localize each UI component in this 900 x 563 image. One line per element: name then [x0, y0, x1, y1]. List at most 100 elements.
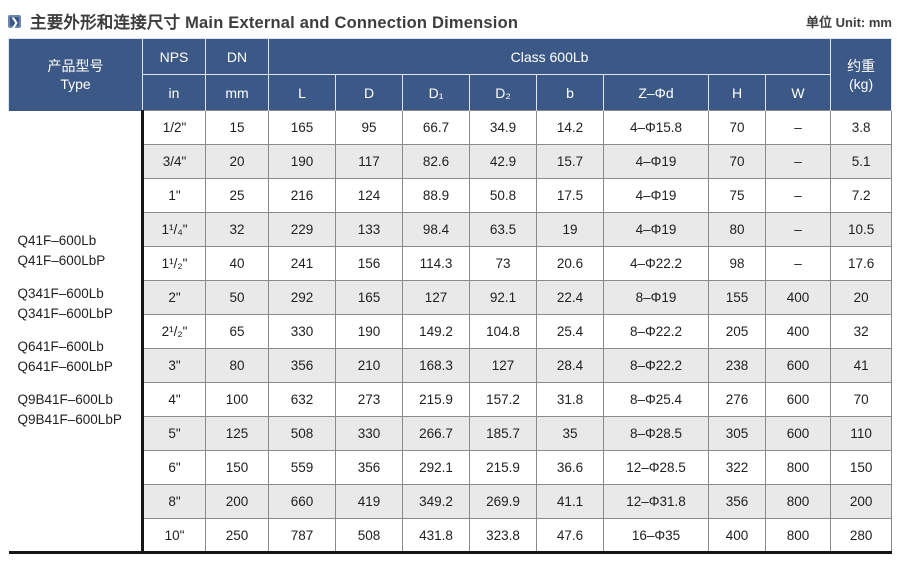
cell-D1: 215.9 — [402, 382, 470, 417]
product-type-name: Q41F–600LbP — [17, 253, 106, 269]
cell-D1: 88.9 — [402, 178, 470, 213]
col-header-type: 产品型号 Type — [8, 38, 143, 111]
cell-kg: 150 — [830, 450, 893, 485]
table-row: 1¹/₄" 32 229 133 98.4 63.5 19 4–Φ19 80–10.5 — [9, 212, 893, 247]
table-row: 3" 80 356 210 168.3 127 28.4 8–Φ22.2 238 600 41 — [9, 348, 893, 383]
col-header-dim-L: L — [268, 74, 336, 111]
cell-D1: 127 — [402, 280, 470, 315]
table-row: 2¹/₂" 65 330 190 149.2 104.8 25.4 8–Φ22.2 205 400… — [9, 314, 893, 349]
cell-b: 14.2 — [536, 110, 604, 145]
cell-nps: 1¹/₂" — [142, 246, 206, 281]
cell-zd: 12–Φ28.5 — [603, 450, 709, 485]
cell-D: 356 — [335, 450, 403, 485]
cell-L: 660 — [268, 484, 336, 519]
cell-D1: 292.1 — [402, 450, 470, 485]
cell-W: – — [764, 178, 832, 213]
cell-D: 165 — [335, 280, 403, 315]
cell-D1: 266.7 — [402, 416, 470, 451]
product-type-name: Q341F–600Lb — [17, 286, 104, 302]
cell-D: 419 — [335, 484, 403, 519]
cell-dn: 125 — [205, 416, 269, 451]
cell-L: 787 — [268, 518, 336, 553]
cell-W: 400 — [764, 314, 832, 349]
cell-W: – — [764, 144, 832, 179]
cell-H: 400 — [708, 518, 766, 553]
cell-dn: 65 — [205, 314, 269, 349]
cell-kg: 70 — [830, 382, 893, 417]
cell-kg: 3.8 — [830, 110, 893, 145]
cell-dn: 250 — [205, 518, 269, 553]
cell-nps: 3" — [142, 348, 206, 383]
cell-W: 600 — [764, 382, 832, 417]
cell-D: 330 — [335, 416, 403, 451]
cell-dn: 80 — [205, 348, 269, 383]
cell-zd: 4–Φ22.2 — [603, 246, 709, 281]
col-header-dim-D1: D₁ — [402, 74, 470, 111]
cell-b: 20.6 — [536, 246, 604, 281]
product-type-name: Q41F–600Lb — [17, 233, 97, 249]
cell-nps: 5" — [142, 416, 206, 451]
cell-W: 400 — [764, 280, 832, 315]
cell-b: 31.8 — [536, 382, 604, 417]
col-header-dim-b: b — [536, 74, 604, 111]
product-type-name: Q9B41F–600LbP — [17, 412, 122, 428]
col-header-dim-D2: D₂ — [469, 74, 537, 111]
cell-L: 241 — [268, 246, 336, 281]
cell-D: 273 — [335, 382, 403, 417]
product-type-group: Q9B41F–600Lb Q9B41F–600LbP — [18, 390, 142, 430]
cell-b: 22.4 — [536, 280, 604, 315]
cell-D2: 323.8 — [469, 518, 537, 553]
table-row: 10" 250 787 508 431.8 323.8 47.6 16–Φ35 400 800 28… — [9, 518, 893, 553]
cell-D: 156 — [335, 246, 403, 281]
unit-label: 单位 Unit: mm — [806, 14, 892, 30]
cell-D: 508 — [335, 518, 403, 553]
cell-L: 356 — [268, 348, 336, 383]
col-header-dim-H: H — [708, 74, 766, 111]
cell-D2: 127 — [469, 348, 537, 383]
cell-D1: 82.6 — [402, 144, 470, 179]
table-header: 产品型号 Type NPS DN Class 600Lb 约重 (kg) in … — [8, 38, 893, 111]
cell-D: 124 — [335, 178, 403, 213]
col-header-type-zh: 产品型号 — [47, 57, 104, 74]
col-header-nps: NPS — [142, 38, 206, 75]
cell-H: 80 — [708, 212, 766, 247]
cell-H: 70 — [708, 144, 766, 179]
cell-D1: 114.3 — [402, 246, 470, 281]
col-header-weight-unit: (kg) — [849, 75, 874, 92]
col-header-weight: 约重 (kg) — [830, 38, 893, 111]
cell-zd: 8–Φ25.4 — [603, 382, 709, 417]
cell-zd: 4–Φ19 — [603, 212, 709, 247]
cell-D1: 149.2 — [402, 314, 470, 349]
cell-dn: 150 — [205, 450, 269, 485]
cell-L: 216 — [268, 178, 336, 213]
cell-zd: 8–Φ28.5 — [603, 416, 709, 451]
cell-D1: 66.7 — [402, 110, 470, 145]
cell-zd: 4–Φ19 — [603, 144, 709, 179]
cell-dn: 20 — [205, 144, 269, 179]
cell-kg: 41 — [830, 348, 893, 383]
cell-kg: 32 — [830, 314, 893, 349]
cell-b: 25.4 — [536, 314, 604, 349]
cell-b: 36.6 — [536, 450, 604, 485]
cell-L: 632 — [268, 382, 336, 417]
cell-nps: 3/4" — [142, 144, 206, 179]
table-body: Q41F–600Lb Q41F–600LbP Q341F–600Lb Q341F–60… — [8, 110, 893, 553]
cell-H: 98 — [708, 246, 766, 281]
cell-nps: 8" — [142, 484, 206, 519]
cell-zd: 4–Φ19 — [603, 178, 709, 213]
cell-b: 17.5 — [536, 178, 604, 213]
cell-H: 70 — [708, 110, 766, 145]
cell-D1: 431.8 — [402, 518, 470, 553]
cell-zd: 8–Φ19 — [603, 280, 709, 315]
col-header-dn: DN — [205, 38, 269, 75]
cell-D: 210 — [335, 348, 403, 383]
cell-L: 292 — [268, 280, 336, 315]
col-header-type-en: Type — [60, 75, 91, 92]
cell-W: 800 — [764, 450, 832, 485]
cell-L: 559 — [268, 450, 336, 485]
dimension-table: 产品型号 Type NPS DN Class 600Lb 约重 (kg) in … — [8, 38, 893, 554]
cell-H: 238 — [708, 348, 766, 383]
cell-dn: 200 — [205, 484, 269, 519]
table-row: 1" 25 216 124 88.9 50.8 17.5 4–Φ19 75–7.2 — [9, 178, 893, 213]
cell-D2: 185.7 — [469, 416, 537, 451]
